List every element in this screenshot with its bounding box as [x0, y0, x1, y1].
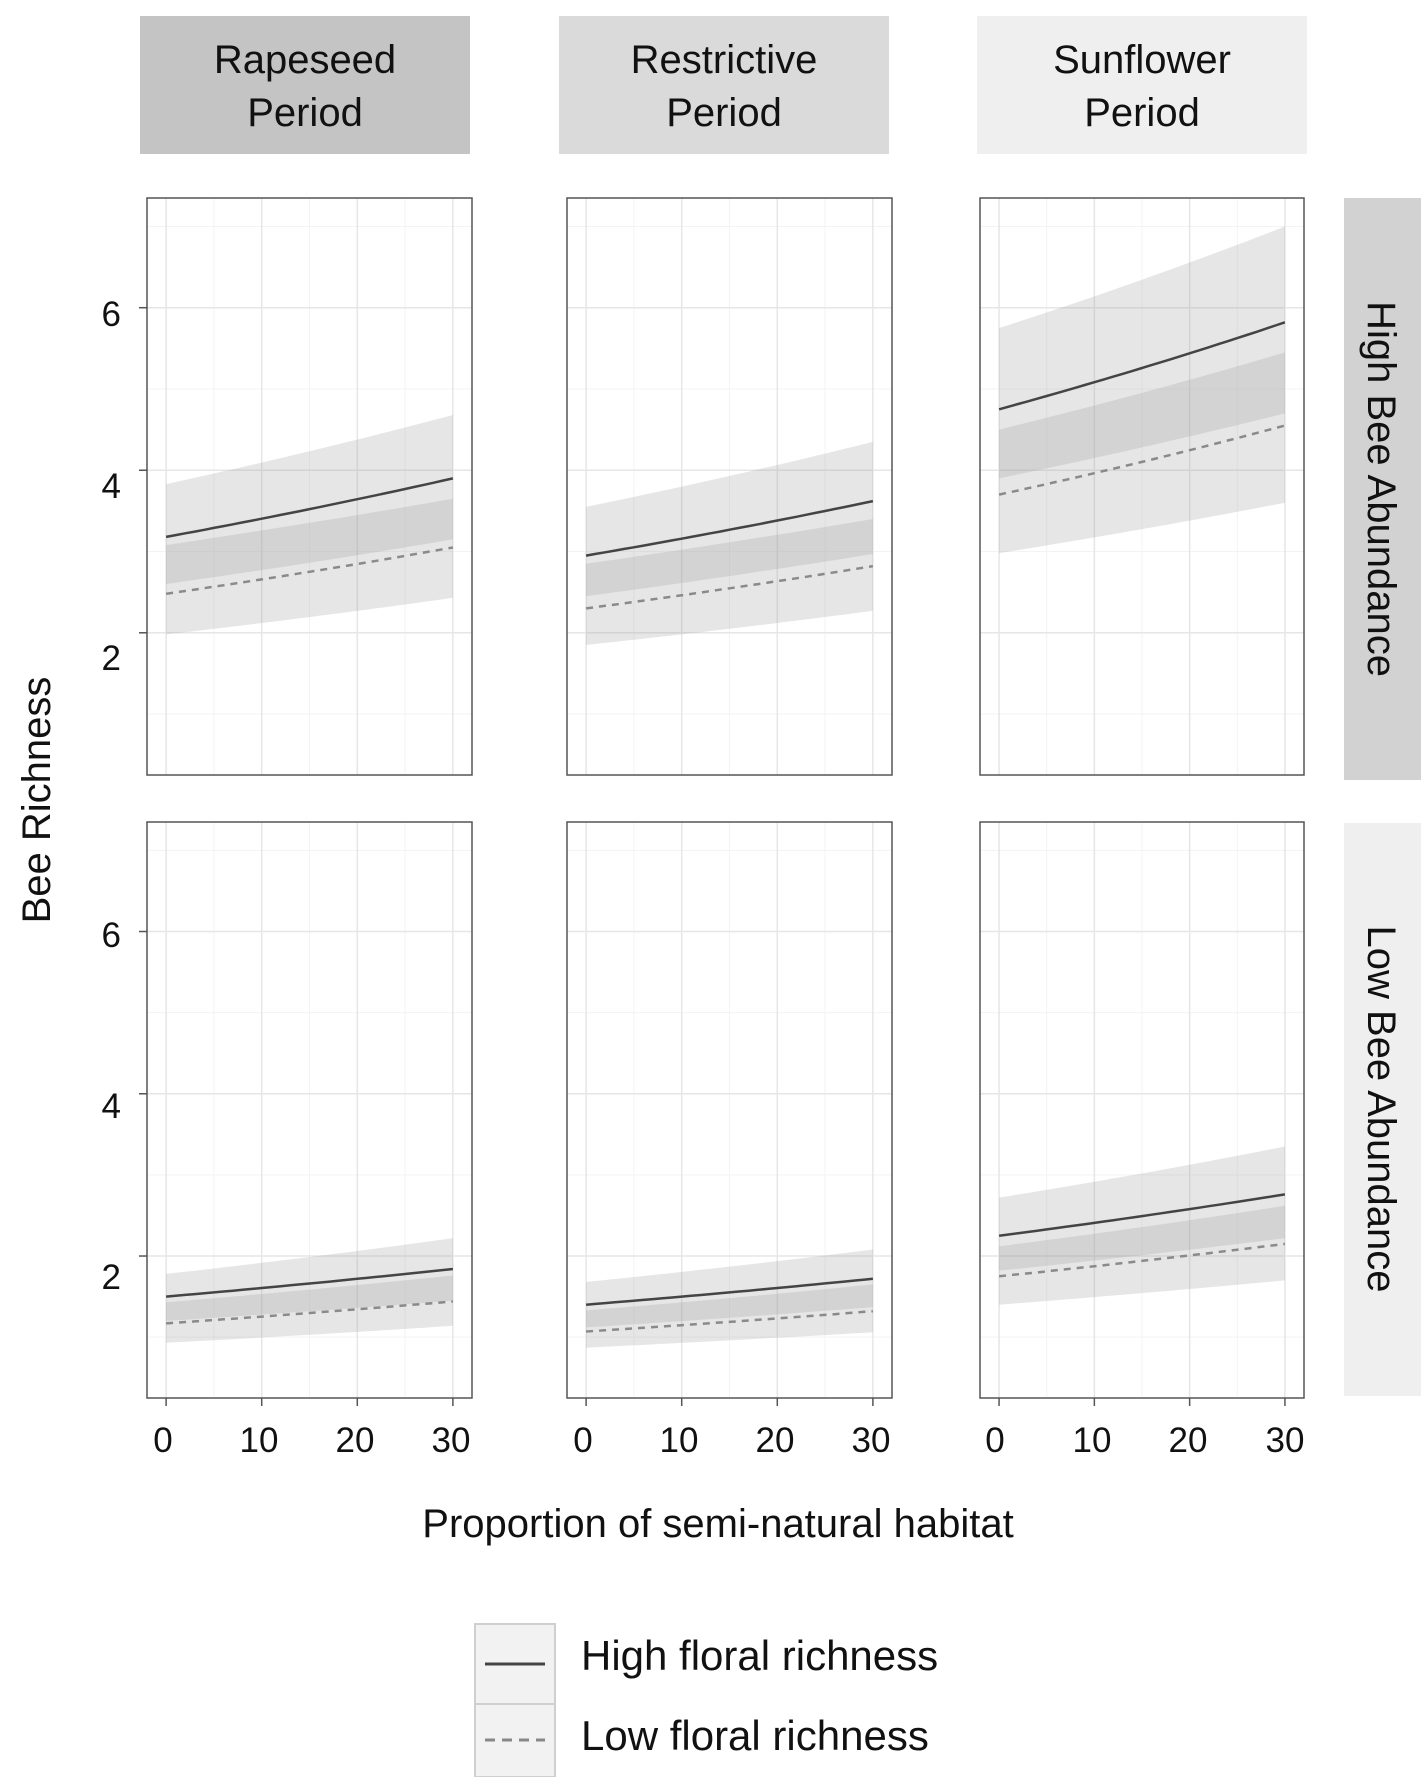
- panel-restrictive-high-line-low: [585, 564, 874, 610]
- x-tick-label-c1-10: 10: [660, 1421, 699, 1460]
- y-tick-label-top-4: 4: [102, 467, 121, 506]
- col-strip-sunflower: Sunflower Period: [977, 16, 1307, 154]
- x-tick-label-c1-30: 30: [852, 1421, 891, 1460]
- x-ticks: 0 10 20 30 0 10 20 30 0 10 20 30: [153, 1421, 1304, 1460]
- col-strip-restrictive: Restrictive Period: [559, 16, 889, 154]
- col-strip-sunflower-line2: Period: [1084, 91, 1200, 135]
- y-tick-label-top-2: 2: [102, 639, 121, 678]
- legend-label-low: Low floral richness: [581, 1712, 929, 1759]
- row-strip-high-bg: [1344, 198, 1421, 780]
- panel-rapeseed-low-ribbon-low: [166, 1275, 453, 1343]
- panel-restrictive-low-line-high: [585, 1277, 874, 1306]
- panel-sunflower-low-line-high: [998, 1193, 1286, 1237]
- panels: [139, 197, 1305, 1406]
- panel-rapeseed-low-line-high: [165, 1267, 454, 1298]
- col-strip-restrictive-bg: [559, 16, 889, 154]
- panel-restrictive-high-border: [566, 197, 893, 776]
- panel-rapeseed-high-ribbon-low: [166, 498, 453, 635]
- col-strip-rapeseed-bg: [140, 16, 470, 154]
- panel-rapeseed-high-line-high: [165, 477, 454, 539]
- panel-sunflower-high-line-high: [998, 321, 1286, 411]
- panel-sunflower-low-ribbon-high: [999, 1146, 1285, 1271]
- row-strip-high: High Bee Abundance: [1344, 198, 1421, 780]
- x-tick-label-c2-10: 10: [1073, 1421, 1112, 1460]
- x-tick-label-c2-20: 20: [1169, 1421, 1208, 1460]
- row-strip-high-label: High Bee Abundance: [1359, 301, 1403, 677]
- panel-rapeseed-high-ribbon-high: [166, 415, 453, 584]
- legend-label-high: High floral richness: [581, 1632, 938, 1679]
- x-tick-label-c1-20: 20: [756, 1421, 795, 1460]
- x-tick-label-c2-30: 30: [1266, 1421, 1305, 1460]
- panel-rapeseed-low-border: [146, 821, 473, 1399]
- panel-restrictive-low: [566, 821, 893, 1406]
- panel-sunflower-high-ribbon-high: [999, 226, 1285, 479]
- col-strip-sunflower-bg: [977, 16, 1307, 154]
- x-tick-label-c0-20: 20: [336, 1421, 375, 1460]
- panel-restrictive-high-line-high: [585, 499, 874, 557]
- col-strip-restrictive-line1: Restrictive: [631, 38, 818, 82]
- col-strip-restrictive-line2: Period: [666, 91, 782, 135]
- y-tick-label-bottom-6: 6: [102, 916, 121, 955]
- row-strip-low-bg: [1344, 823, 1421, 1396]
- col-strip-rapeseed: Rapeseed Period: [140, 16, 470, 154]
- panel-sunflower-low: [979, 821, 1305, 1406]
- x-tick-label-c2-0: 0: [985, 1421, 1004, 1460]
- panel-restrictive-low-line-low: [586, 1309, 873, 1333]
- y-ticks: 6 4 2 6 4 2: [102, 295, 121, 1297]
- panel-sunflower-high-ribbon-low: [999, 352, 1285, 554]
- y-axis-title: Bee Richness: [15, 677, 59, 924]
- x-tick-label-c1-0: 0: [573, 1421, 592, 1460]
- panel-sunflower-low-line-low: [998, 1242, 1286, 1278]
- x-tick-label-c0-30: 30: [432, 1421, 471, 1460]
- panel-rapeseed-high-line-low: [165, 546, 454, 596]
- panel-restrictive-low-ribbon-high: [586, 1249, 873, 1328]
- panel-rapeseed-low-line-low: [166, 1300, 454, 1325]
- y-tick-label-bottom-4: 4: [102, 1087, 121, 1126]
- panel-rapeseed-high-border: [146, 197, 473, 776]
- panel-sunflower-low-ribbon-low: [999, 1205, 1285, 1305]
- panel-rapeseed-low-ribbon-high: [166, 1238, 453, 1321]
- y-tick-label-top-6: 6: [102, 295, 121, 334]
- panel-sunflower-high: [979, 197, 1305, 776]
- panel-sunflower-low-border: [979, 821, 1305, 1399]
- panel-rapeseed-high: [139, 197, 473, 776]
- panel-restrictive-low-ribbon-low: [586, 1284, 873, 1348]
- row-strip-low: Low Bee Abundance: [1344, 823, 1421, 1396]
- col-strip-rapeseed-line1: Rapeseed: [214, 38, 396, 82]
- x-axis-title: Proportion of semi-natural habitat: [422, 1502, 1013, 1546]
- panel-restrictive-high-ribbon-low: [586, 519, 873, 645]
- panel-restrictive-high-ribbon-high: [586, 441, 873, 597]
- panel-restrictive-high: [566, 197, 893, 776]
- row-strip-low-label: Low Bee Abundance: [1359, 926, 1403, 1293]
- y-tick-label-bottom-2: 2: [102, 1258, 121, 1297]
- legend: High floral richness Low floral richness: [474, 1623, 938, 1777]
- x-tick-label-c0-10: 10: [240, 1421, 279, 1460]
- x-tick-label-c0-0: 0: [153, 1421, 172, 1460]
- panel-sunflower-high-line-low: [998, 424, 1286, 496]
- col-strip-sunflower-line1: Sunflower: [1053, 38, 1231, 82]
- col-strip-rapeseed-line2: Period: [247, 91, 363, 135]
- panel-sunflower-high-border: [979, 197, 1305, 776]
- panel-rapeseed-low: [139, 821, 473, 1406]
- panel-restrictive-low-border: [566, 821, 893, 1399]
